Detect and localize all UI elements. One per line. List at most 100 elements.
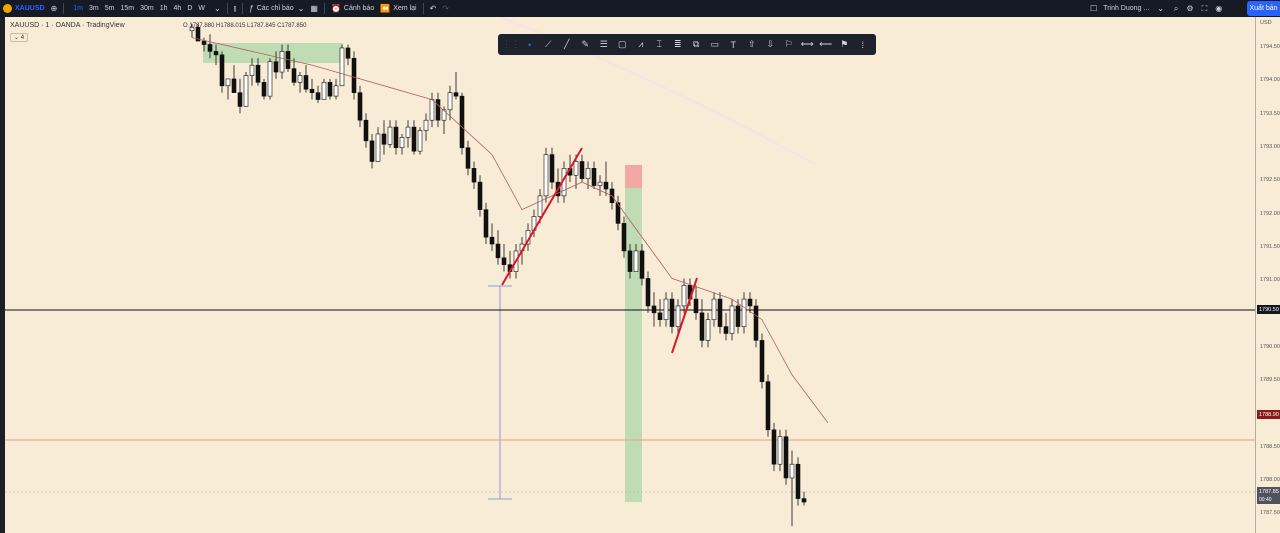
candle-body: [633, 250, 639, 272]
chevron-down-icon[interactable]: ⌄: [1157, 3, 1164, 13]
horizontal-lines-icon[interactable]: ☰: [599, 39, 608, 49]
color-dot-icon[interactable]: •: [528, 39, 532, 50]
chart-legend-title: XAUUSD · 1 · OANDA · TradingView: [10, 22, 125, 29]
timeframe-5m[interactable]: 5m: [104, 5, 115, 12]
redo-button[interactable]: ↷: [439, 0, 452, 17]
candle-body: [657, 312, 663, 321]
price-chart[interactable]: [5, 17, 1255, 533]
indicator-toggle[interactable]: ⌄ 4: [10, 33, 29, 42]
chevron-down-icon: ⌄: [297, 3, 305, 13]
timeframe-dropdown[interactable]: ⌄: [211, 0, 224, 17]
currency-label: USD: [1260, 20, 1272, 26]
symbol-selector[interactable]: XAUUSD: [0, 0, 48, 17]
chart-type-button[interactable]: ⫾: [231, 0, 240, 17]
candle-body: [429, 99, 435, 121]
undo-button[interactable]: ↶: [427, 0, 440, 17]
short-position-stop[interactable]: [625, 165, 642, 188]
path-icon[interactable]: ⩘: [638, 39, 644, 49]
candle-body: [435, 99, 441, 121]
text-cursor-icon[interactable]: ⌶: [656, 39, 662, 49]
brush-icon[interactable]: ✎: [581, 39, 590, 49]
horizontal-ray-icon[interactable]: ⟵: [819, 39, 833, 49]
fullscreen-icon[interactable]: ⛶: [1201, 3, 1208, 13]
camera-icon[interactable]: ◉: [1215, 3, 1223, 13]
candle-body: [669, 298, 675, 327]
timeframe-15m[interactable]: 15m: [120, 5, 135, 12]
candle-body: [537, 195, 543, 217]
price-tick-label: 1794.500: [1260, 44, 1280, 50]
drag-handle-icon[interactable]: ⋮⋮: [502, 39, 521, 49]
candle-body: [381, 133, 387, 145]
candle-body: [771, 429, 777, 465]
trend-line-1[interactable]: [501, 147, 583, 286]
timeframe-4h[interactable]: 4h: [173, 5, 182, 12]
comment-icon[interactable]: ⚑: [840, 39, 849, 49]
checkbox-icon[interactable]: ☐: [1090, 3, 1098, 13]
fib-icon[interactable]: ≣: [673, 39, 682, 49]
timeframe-3m[interactable]: 3m: [89, 5, 99, 12]
text-icon[interactable]: T: [730, 39, 737, 50]
candle-body: [417, 130, 423, 152]
candle-body: [279, 51, 285, 73]
timeframe-1m[interactable]: 1m: [73, 5, 83, 12]
rectangle-icon[interactable]: ▢: [617, 39, 627, 49]
layouts-button[interactable]: ▦: [307, 0, 321, 17]
parallel-channel-icon[interactable]: ⧉: [693, 39, 700, 49]
trend-line-2[interactable]: [671, 277, 698, 354]
arrow-up-icon[interactable]: ⇧: [747, 39, 756, 49]
gear-icon[interactable]: ⚙: [1186, 3, 1194, 13]
user-name[interactable]: Trinh Duong ...: [1103, 5, 1150, 12]
candle-body: [267, 61, 273, 97]
flag-icon[interactable]: ⚐: [784, 39, 793, 49]
candle-body: [465, 147, 471, 169]
candle-body: [711, 298, 717, 321]
candle-body: [387, 126, 393, 145]
candle-body: [543, 154, 549, 197]
candle-body: [249, 64, 255, 76]
short-position-target[interactable]: [625, 188, 642, 502]
candle-body: [789, 463, 795, 479]
candle-body: [591, 168, 597, 186]
drawing-toolbar: ⋮⋮ • ⟋ ╱ ✎ ☰ ▢ ⩘ ⌶ ≣ ⧉ ▭ T ⇧ ⇩ ⚐ ⟷ ⟵ ⚑ ⁞: [498, 34, 876, 55]
candle-body: [363, 119, 369, 142]
candle-body: [339, 47, 345, 87]
trend-angle-icon[interactable]: ⟋: [545, 39, 552, 49]
search-icon[interactable]: ⌕: [1173, 3, 1179, 13]
candle-body: [627, 250, 633, 272]
price-axis[interactable]: USD 1794.500 1794.000 1793.500 1793.000 1792…: [1255, 17, 1280, 533]
price-tick-label: 1790.000: [1260, 343, 1280, 350]
candle-body: [759, 340, 765, 382]
candle-body: [291, 68, 297, 83]
candle-body: [753, 305, 759, 341]
candle-body: [459, 95, 465, 149]
candle-body: [219, 54, 225, 87]
compare-button[interactable]: ⊕: [48, 0, 61, 17]
undo-icon: ↶: [429, 3, 437, 13]
alert-button[interactable]: ⏰ Cảnh báo: [328, 0, 377, 17]
indicators-button[interactable]: ƒ Các chỉ báo ⌄: [246, 0, 307, 17]
candles-group: [189, 23, 807, 527]
timeframe-30m[interactable]: 30m: [140, 5, 154, 12]
candle-body: [663, 298, 669, 321]
trend-line-icon[interactable]: ╱: [564, 39, 570, 49]
callout-icon[interactable]: ▭: [710, 39, 719, 49]
top-toolbar: XAUUSD ⊕ 1m 3m 5m 15m 30m 1h 4h D W ⌄ ⫾ ƒ Các ch…: [0, 0, 1280, 17]
candle-body: [273, 61, 279, 73]
timeframe-1h[interactable]: 1h: [159, 5, 168, 12]
ray-icon[interactable]: ⟷: [800, 39, 814, 49]
current-price-tag: 1787.85: [1257, 487, 1280, 496]
arrow-down-icon[interactable]: ⇩: [766, 39, 775, 49]
candle-body: [483, 209, 489, 238]
grid-icon: ▦: [310, 3, 318, 13]
candle-body: [255, 64, 261, 83]
replay-button[interactable]: ⏪ Xem lại: [377, 0, 419, 17]
candle-body: [783, 436, 789, 479]
publish-button[interactable]: Xuất bản: [1247, 1, 1280, 16]
timeframe-d[interactable]: D: [187, 5, 193, 12]
timeframe-w[interactable]: W: [198, 5, 205, 12]
candle-body: [303, 75, 309, 90]
more-tools-icon[interactable]: ⁞: [861, 39, 864, 50]
symbol-label: XAUUSD: [15, 5, 45, 12]
candle-body: [351, 57, 357, 93]
candle-body: [729, 305, 735, 334]
